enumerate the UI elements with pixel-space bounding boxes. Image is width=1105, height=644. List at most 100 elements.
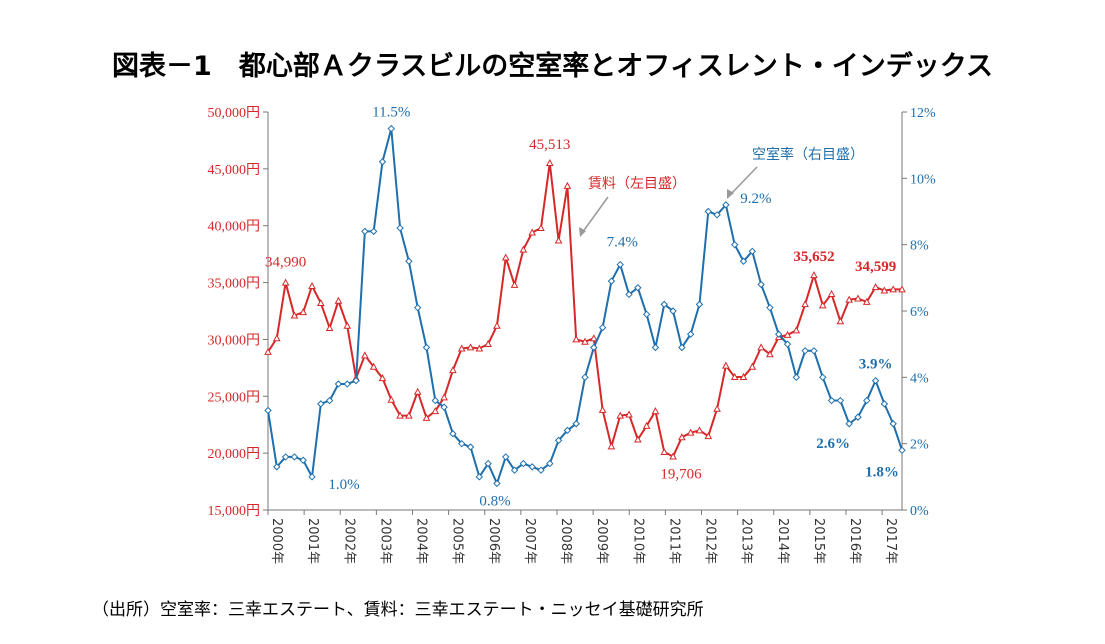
vacancy-point	[898, 446, 906, 455]
vacancy-point	[396, 224, 404, 232]
vacancy-point	[369, 227, 378, 236]
vacancy-point	[722, 201, 730, 209]
rent-point	[519, 245, 528, 253]
left-tick-label: 15,000円	[208, 504, 261, 519]
left-tick-label: 25,000円	[208, 390, 261, 405]
rent-data-label: 19,706	[660, 466, 702, 482]
right-tick-label: 8%	[910, 239, 929, 254]
legend-vacancy-arrow	[729, 166, 758, 196]
vacancy-point	[704, 207, 712, 216]
right-tick-label: 12%	[910, 106, 936, 121]
vacancy-point	[827, 396, 836, 405]
vacancy-point	[290, 453, 299, 461]
rent-point	[554, 236, 563, 244]
rent-point	[343, 321, 352, 329]
rent-point	[563, 181, 572, 189]
rent-point	[660, 447, 669, 456]
rent-point	[739, 372, 748, 380]
rent-point	[862, 297, 871, 305]
x-tick-label: 2016年	[847, 518, 862, 564]
vacancy-point	[334, 380, 343, 388]
x-tick-label: 2013年	[739, 518, 754, 564]
rent-point	[686, 428, 695, 436]
vacancy-point	[669, 307, 677, 315]
vacancy-data-label: 1.0%	[328, 477, 359, 493]
right-tick-label: 4%	[910, 371, 929, 386]
rent-point	[264, 347, 272, 355]
rent-point	[642, 421, 651, 429]
right-tick-label: 0%	[910, 504, 929, 519]
x-tick-label: 2011年	[666, 518, 681, 564]
rent-point	[766, 350, 774, 358]
rent-point	[457, 344, 466, 352]
vacancy-point	[475, 473, 484, 481]
vacancy-data-label: 2.6%	[816, 436, 850, 452]
x-tick-label: 2008年	[558, 518, 573, 564]
vacancy-point	[554, 436, 563, 445]
vacancy-point	[510, 466, 519, 474]
vacancy-point	[546, 459, 554, 468]
rent-point	[281, 278, 290, 286]
rent-point	[880, 286, 889, 294]
rent-point	[598, 405, 607, 413]
x-tick-label: 2001年	[305, 518, 320, 564]
vacancy-point	[854, 413, 862, 421]
rent-point	[625, 410, 633, 418]
rent-point	[713, 404, 721, 412]
rent-point	[783, 330, 792, 338]
vacancy-point	[484, 459, 492, 468]
vacancy-point	[766, 303, 774, 312]
rent-point	[431, 407, 440, 415]
vacancy-data-label: 11.5%	[372, 105, 410, 121]
rent-point	[493, 321, 501, 329]
rent-point	[845, 295, 854, 303]
rent-point	[528, 228, 537, 236]
rent-point	[669, 452, 677, 460]
rent-point	[748, 362, 757, 370]
vacancy-data-label: 7.4%	[607, 235, 638, 251]
rent-point	[730, 372, 739, 380]
rent-point	[792, 326, 801, 334]
left-tick-label: 45,000円	[208, 163, 261, 178]
rent-point	[801, 300, 809, 308]
legend-rent-arrowhead	[579, 227, 586, 237]
vacancy-data-label: 0.8%	[479, 493, 510, 509]
vacancy-point	[748, 247, 757, 256]
vacancy-point	[440, 403, 448, 411]
vacancy-point	[660, 300, 668, 309]
rent-point	[818, 301, 827, 309]
axes: 50,000円 45,000円 40,000円 35,000円 30,000円 25,00…	[208, 106, 937, 564]
vacancy-point	[713, 211, 721, 219]
vacancy-point	[466, 443, 475, 451]
rent-point	[757, 343, 765, 351]
rent-point	[695, 426, 704, 434]
rent-point	[510, 280, 519, 288]
vacancy-point	[264, 406, 272, 415]
legend-vacancy-arrowhead	[727, 189, 734, 199]
vacancy-point	[519, 459, 528, 468]
vacancy-point	[863, 396, 871, 405]
rent-point	[325, 324, 334, 332]
rent-point	[272, 334, 281, 342]
x-tick-label: 2009年	[594, 518, 609, 564]
legend-rent-label: 賃料（左目盛）	[588, 176, 686, 192]
rent-point	[449, 366, 457, 374]
vacancy-point	[889, 420, 897, 428]
vacancy-point	[678, 343, 686, 352]
rent-point	[607, 442, 616, 450]
x-tick-label: 2007年	[522, 518, 537, 564]
x-tick-label: 2012年	[703, 518, 718, 564]
x-tick-label: 2003年	[377, 518, 392, 564]
rent-point	[581, 337, 589, 345]
vacancy-point	[502, 453, 510, 461]
vacancy-point	[299, 456, 307, 464]
vacancy-point	[449, 430, 457, 438]
vacancy-data-label: 3.9%	[859, 357, 893, 373]
rent-point	[361, 351, 369, 359]
vacancy-point	[458, 439, 466, 448]
vacancy-point	[598, 323, 607, 332]
rent-point	[678, 433, 686, 441]
rent-point	[501, 253, 510, 261]
vacancy-point	[528, 463, 536, 471]
